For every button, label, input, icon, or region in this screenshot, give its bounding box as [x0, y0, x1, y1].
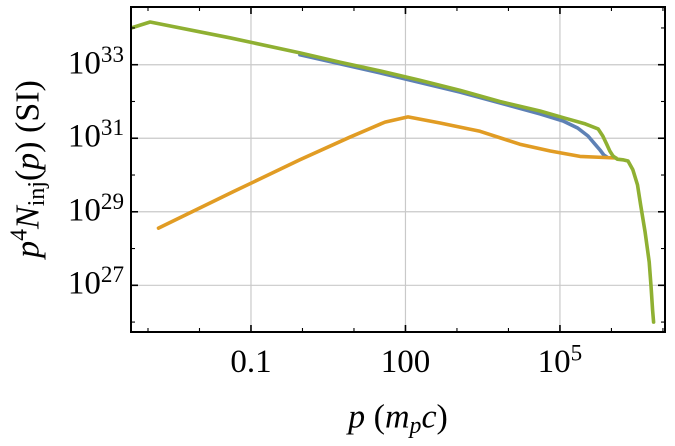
label-fragment: ( [365, 398, 385, 436]
exponent: 29 [100, 187, 124, 214]
label-fragment: 4 [6, 228, 33, 241]
label-fragment: N [9, 206, 47, 229]
label-fragment: p [348, 398, 366, 436]
label-fragment: m [384, 398, 410, 436]
x-axis-label: p (mpc) [348, 398, 448, 438]
x-tick-label: 0.1 [230, 344, 272, 380]
label-fragment: ) [436, 398, 448, 436]
plot-frame [130, 6, 666, 333]
label-fragment: ) (SI) [9, 80, 47, 153]
exponent: 5 [570, 339, 583, 366]
exponent: 31 [100, 114, 124, 141]
exponent: 33 [100, 40, 124, 67]
x-tick-label: 105 [537, 339, 583, 380]
y-tick-label: 1033 [67, 40, 124, 82]
x-tick-label: 100 [380, 344, 431, 380]
label-fragment: c [421, 398, 437, 436]
y-axis-label: p4Ninj(p) (SI) [6, 80, 50, 258]
label-fragment: p [409, 413, 422, 440]
y-tick-label: 1027 [67, 261, 124, 302]
exponent: 27 [100, 261, 124, 288]
y-tick-label: 1031 [67, 114, 124, 155]
label-fragment: inj [24, 181, 51, 207]
series-line-blue [298, 52, 609, 159]
label-fragment: p [9, 152, 47, 170]
series-line-orange [156, 115, 618, 230]
y-tick-label: 1029 [67, 187, 124, 229]
series-group [131, 20, 656, 324]
series-line-green [131, 20, 656, 324]
label-fragment: ( [9, 169, 47, 182]
label-fragment: p [9, 240, 47, 258]
